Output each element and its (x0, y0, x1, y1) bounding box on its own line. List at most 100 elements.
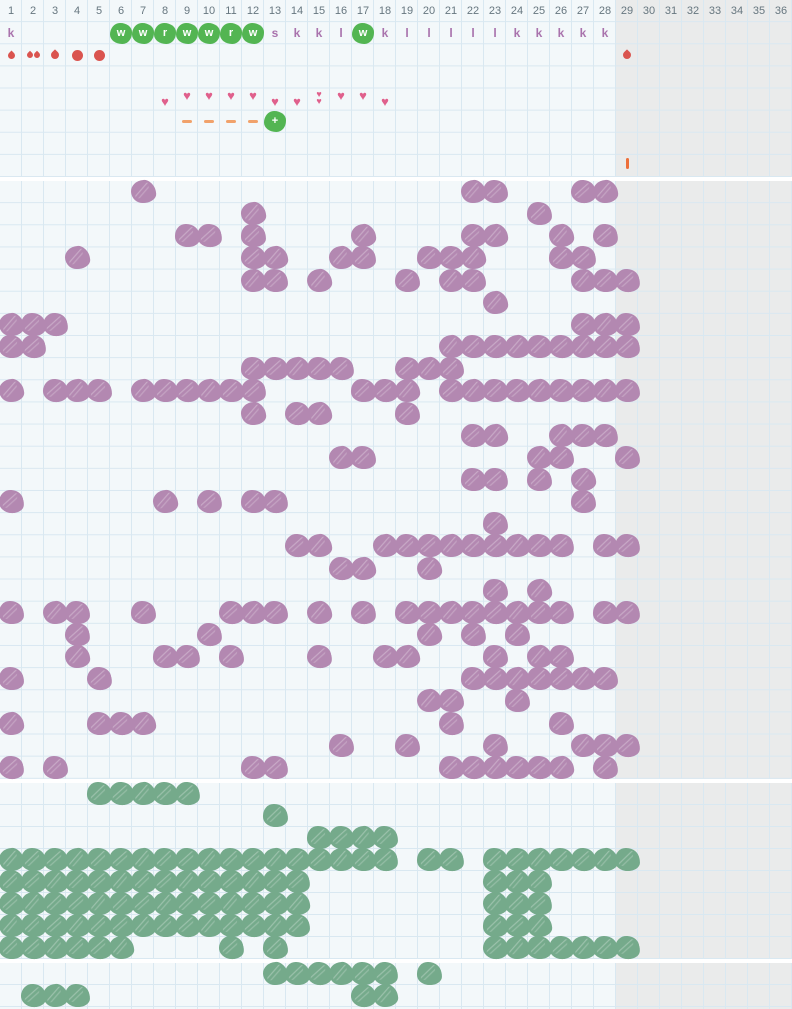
green-plant-blob[interactable] (306, 961, 332, 986)
purple-plant-blob[interactable] (614, 379, 640, 403)
purple-plant-blob[interactable] (306, 267, 332, 293)
green-plant-blob[interactable] (372, 825, 398, 850)
purple-plant-blob[interactable] (592, 378, 618, 404)
purple-plant-blob[interactable] (262, 268, 288, 292)
green-plant-blob[interactable] (108, 781, 134, 806)
green-plant-blob[interactable] (152, 869, 178, 894)
purple-plant-blob[interactable] (526, 644, 552, 669)
green-plant-blob[interactable] (592, 935, 618, 960)
purple-plant-blob[interactable] (0, 710, 24, 736)
green-plant-blob[interactable] (174, 891, 200, 916)
purple-plant-blob[interactable] (20, 334, 46, 359)
green-plant-marker[interactable]: + (264, 111, 288, 133)
purple-plant-blob[interactable] (0, 378, 24, 404)
green-plant-marker[interactable]: w (176, 22, 200, 44)
purple-plant-blob[interactable] (306, 600, 332, 625)
purple-plant-blob[interactable] (240, 245, 266, 271)
purple-plant-blob[interactable] (570, 245, 596, 271)
purple-plant-blob[interactable] (240, 201, 266, 226)
purple-plant-blob[interactable] (482, 289, 508, 315)
purple-plant-blob[interactable] (504, 533, 530, 559)
purple-plant-blob[interactable] (438, 710, 464, 736)
purple-plant-blob[interactable] (438, 689, 464, 713)
purple-plant-blob[interactable] (108, 710, 134, 736)
purple-plant-blob[interactable] (240, 600, 266, 625)
green-plant-blob[interactable] (86, 847, 112, 872)
purple-plant-blob[interactable] (394, 534, 420, 558)
green-plant-blob[interactable] (262, 803, 288, 828)
purple-plant-blob[interactable] (64, 245, 90, 271)
green-plant-blob[interactable] (284, 869, 310, 894)
green-plant-blob[interactable] (130, 847, 156, 872)
green-plant-blob[interactable] (482, 891, 508, 916)
purple-plant-blob[interactable] (64, 600, 90, 625)
purple-plant-blob[interactable] (548, 666, 574, 691)
green-plant-blob[interactable] (42, 935, 68, 960)
green-plant-blob[interactable] (64, 869, 90, 894)
purple-plant-blob[interactable] (548, 246, 574, 270)
purple-plant-blob[interactable] (482, 755, 508, 780)
purple-plant-blob[interactable] (548, 334, 574, 359)
purple-plant-blob[interactable] (240, 489, 266, 514)
green-plant-blob[interactable] (240, 913, 266, 938)
purple-plant-blob[interactable] (570, 267, 596, 293)
green-plant-blob[interactable] (262, 847, 288, 872)
purple-plant-blob[interactable] (482, 179, 508, 204)
purple-plant-blob[interactable] (42, 312, 68, 337)
purple-plant-blob[interactable] (504, 334, 530, 359)
purple-plant-blob[interactable] (416, 246, 442, 270)
purple-plant-blob[interactable] (416, 533, 442, 559)
green-plant-blob[interactable] (504, 935, 530, 960)
purple-plant-blob[interactable] (482, 512, 508, 536)
green-plant-blob[interactable] (152, 847, 178, 872)
purple-plant-blob[interactable] (240, 755, 266, 780)
purple-plant-blob[interactable] (218, 379, 244, 403)
green-plant-blob[interactable] (262, 913, 288, 938)
green-plant-blob[interactable] (240, 891, 266, 916)
purple-plant-blob[interactable] (592, 534, 618, 558)
green-plant-blob[interactable] (262, 935, 288, 960)
purple-plant-blob[interactable] (570, 467, 596, 492)
purple-plant-blob[interactable] (504, 378, 530, 403)
purple-plant-blob[interactable] (394, 401, 420, 425)
purple-plant-blob[interactable] (394, 733, 420, 757)
green-plant-blob[interactable] (482, 913, 508, 938)
purple-plant-blob[interactable] (350, 445, 376, 470)
purple-plant-blob[interactable] (460, 223, 486, 248)
purple-plant-blob[interactable] (0, 489, 24, 514)
green-plant-blob[interactable] (218, 847, 244, 872)
purple-plant-blob[interactable] (438, 755, 464, 780)
purple-plant-blob[interactable] (42, 755, 68, 780)
green-plant-blob[interactable] (526, 869, 552, 894)
green-plant-blob[interactable] (372, 961, 398, 986)
purple-plant-blob[interactable] (306, 400, 332, 426)
purple-plant-blob[interactable] (416, 688, 442, 714)
green-plant-blob[interactable] (570, 847, 596, 872)
green-plant-blob[interactable] (262, 961, 288, 986)
purple-plant-blob[interactable] (482, 666, 508, 691)
purple-plant-blob[interactable] (482, 533, 508, 559)
purple-plant-blob[interactable] (526, 755, 552, 780)
purple-plant-blob[interactable] (482, 379, 508, 403)
green-plant-blob[interactable] (218, 869, 244, 894)
purple-plant-blob[interactable] (416, 555, 442, 581)
purple-plant-blob[interactable] (460, 423, 486, 448)
purple-plant-blob[interactable] (0, 755, 24, 780)
purple-plant-blob[interactable] (548, 223, 574, 249)
green-plant-blob[interactable] (614, 847, 640, 872)
purple-plant-blob[interactable] (372, 644, 398, 669)
green-plant-blob[interactable] (328, 847, 354, 872)
purple-plant-blob[interactable] (460, 600, 486, 625)
green-plant-marker[interactable]: w (198, 22, 222, 44)
purple-plant-blob[interactable] (42, 378, 68, 403)
purple-plant-blob[interactable] (262, 356, 288, 381)
purple-plant-blob[interactable] (570, 489, 596, 514)
purple-plant-blob[interactable] (614, 334, 640, 359)
green-plant-marker[interactable]: w (242, 22, 266, 44)
green-plant-blob[interactable] (504, 913, 530, 938)
purple-plant-blob[interactable] (372, 378, 398, 403)
green-plant-blob[interactable] (64, 983, 90, 1008)
purple-plant-blob[interactable] (372, 533, 398, 559)
purple-plant-blob[interactable] (548, 445, 574, 470)
purple-plant-blob[interactable] (306, 356, 332, 381)
